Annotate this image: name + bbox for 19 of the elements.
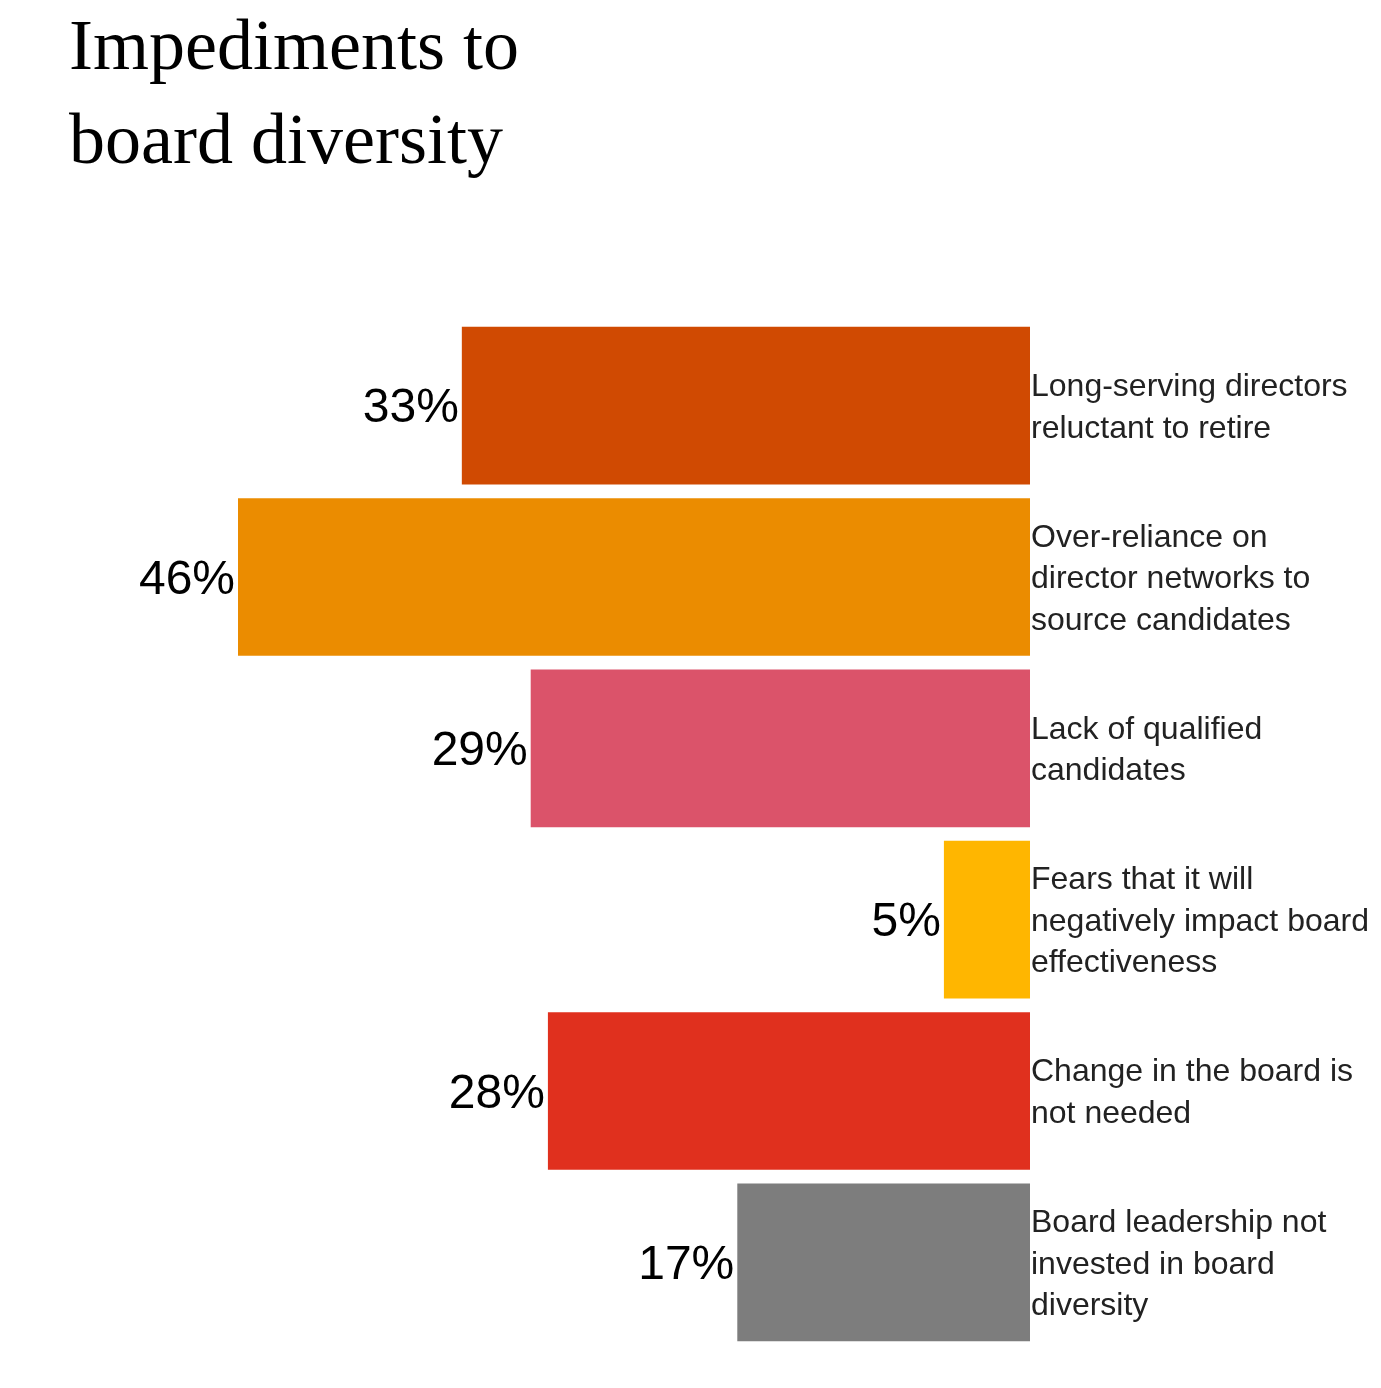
- bar: [737, 1183, 1030, 1342]
- bar: [238, 498, 1030, 656]
- y-tick-label: Board leadership not invested in board diversity: [1031, 1202, 1327, 1323]
- y-tick-label: Over-reliance on director networks to source candidates: [1031, 517, 1311, 637]
- bar: [547, 1012, 1030, 1170]
- data-label: 33%: [362, 379, 459, 433]
- bar: [943, 840, 1030, 999]
- y-tick-label: Change in the board is not needed: [1031, 1052, 1353, 1130]
- data-label: 17%: [638, 1235, 735, 1289]
- data-label: 29%: [431, 721, 528, 775]
- y-tick-label: Long-serving directors reluctant to retire: [1031, 367, 1348, 445]
- bar: [461, 326, 1030, 485]
- y-tick-label: Lack of qualified candidates: [1031, 709, 1263, 788]
- chart-title: Impediments to board diversity: [69, 5, 519, 179]
- data-label: 5%: [871, 893, 941, 947]
- data-label: 28%: [448, 1064, 545, 1118]
- bar: [530, 669, 1030, 828]
- y-tick-label: Fears that it will negatively impact board effectiveness: [1031, 860, 1369, 980]
- data-label: 46%: [138, 550, 235, 604]
